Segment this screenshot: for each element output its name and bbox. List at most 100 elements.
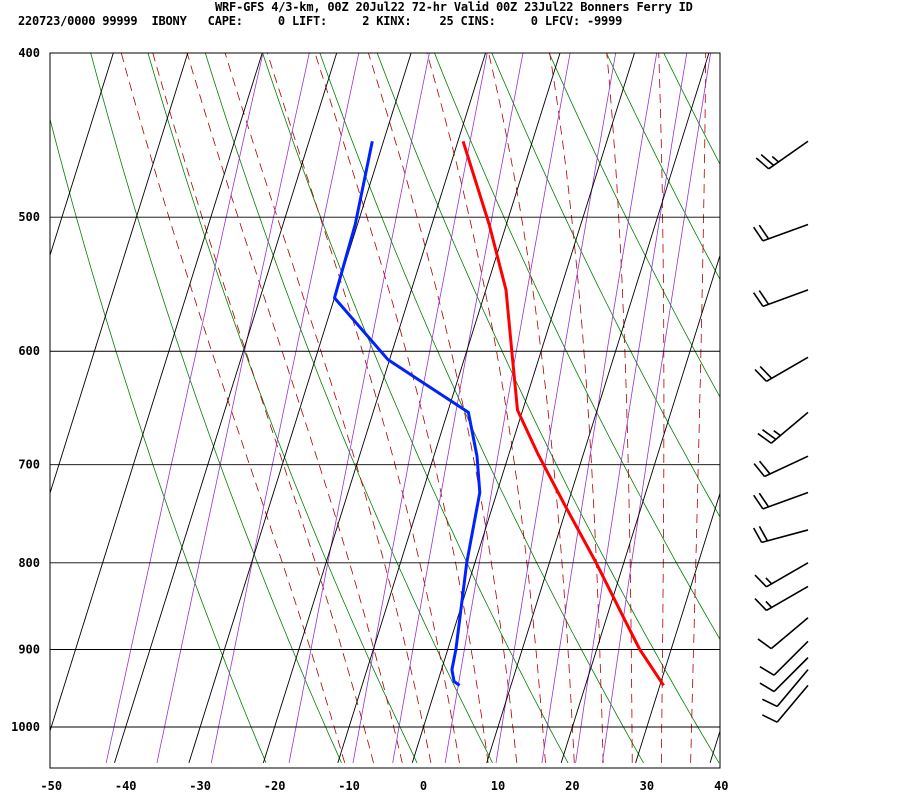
mixing-ratio-line — [392, 53, 524, 763]
wind-barb-shaft — [776, 669, 809, 707]
isotherm — [50, 53, 114, 257]
wind-barb-feather — [753, 226, 764, 242]
mixing-ratio-line — [541, 53, 658, 763]
isotherm — [337, 53, 561, 764]
wind-barb — [753, 491, 809, 510]
wind-barb-feather — [758, 492, 770, 508]
wind-barb — [754, 356, 809, 383]
wind-barb-shaft — [770, 411, 809, 444]
wind-barb-feather — [755, 157, 770, 170]
temperature-axis: -50 -40 -30 -20 -10 0 10 20 30 40 — [40, 779, 728, 793]
wind-barb-feather — [754, 597, 768, 611]
dry-adiabat — [50, 117, 267, 764]
wind-barb — [753, 223, 809, 242]
wind-barb-feather — [758, 290, 770, 305]
temperature-tick-label: 10 — [491, 779, 505, 793]
wind-barb — [754, 562, 809, 588]
mixing-ratio-line — [210, 53, 360, 763]
plot-frame — [49, 52, 721, 769]
moist-adiabat — [152, 53, 374, 763]
wind-barb-half-feather — [773, 430, 781, 437]
dry-adiabat — [319, 53, 644, 764]
moist-adiabat — [120, 53, 346, 764]
pressure-tick-label: 600 — [18, 344, 40, 358]
dry-adiabat — [491, 53, 720, 518]
wind-barb — [754, 585, 809, 612]
wind-barb — [759, 657, 809, 693]
wind-barb-shaft — [768, 140, 809, 170]
moist-adiabat — [488, 53, 575, 763]
wind-barb-feather — [754, 368, 768, 382]
wind-barb-feather — [753, 494, 764, 510]
isotherm — [50, 53, 263, 733]
temperature-tick-label: 20 — [565, 779, 579, 793]
sounding-traces — [333, 140, 665, 687]
dewpoint-trace — [333, 140, 482, 687]
wind-barb-feather — [754, 574, 768, 588]
moist-adiabat — [266, 53, 460, 763]
isotherm — [560, 253, 720, 764]
wind-barb-half-feather — [765, 600, 773, 608]
dry-adiabat — [90, 53, 342, 764]
wind-barb — [761, 684, 809, 723]
mixing-ratio-line — [495, 53, 617, 763]
dry-adiabat — [147, 53, 418, 764]
pressure-tick-label: 1000 — [11, 720, 40, 734]
dry-adiabat — [262, 53, 569, 764]
wind-barb-half-feather — [771, 155, 780, 163]
wind-barb-shaft — [764, 455, 809, 478]
mixing-ratio-line — [105, 53, 264, 763]
wind-barb — [753, 455, 809, 478]
pressure-axis: 400 500 600 700 800 900 1000 — [11, 46, 40, 734]
wind-barb — [752, 526, 809, 544]
mixing-ratio-line — [352, 53, 488, 763]
moist-adiabat — [186, 53, 403, 763]
dry-adiabat — [605, 53, 720, 281]
stability-indices: 220723/0000 99999 IBONY CAPE: 0 LIFT: 2 … — [18, 14, 623, 28]
isotherm — [411, 53, 635, 764]
wind-barb-feather — [762, 429, 777, 441]
wind-barb-shaft — [766, 562, 809, 588]
temperature-tick-label: 40 — [714, 779, 728, 793]
wind-barb-feather — [757, 638, 772, 650]
mixing-ratio-line — [444, 53, 571, 763]
wind-barb-feather — [759, 365, 773, 379]
wind-barb-shaft — [773, 640, 809, 676]
temperature-tick-label: 0 — [420, 779, 427, 793]
wind-barb-feather — [761, 714, 778, 723]
mixing-ratio-line — [575, 53, 688, 763]
wind-barb-feather — [758, 224, 770, 240]
wind-barb-shaft — [762, 223, 809, 242]
wind-barb-feather — [760, 153, 775, 166]
wind-barb-shaft — [762, 289, 809, 308]
wind-barb-feather — [758, 460, 771, 475]
isotherm — [50, 53, 189, 495]
pressure-tick-label: 900 — [18, 642, 40, 656]
wind-barb-shaft — [770, 617, 809, 650]
wind-barb-feather — [759, 666, 775, 676]
thermo-lines — [50, 53, 720, 764]
wind-barb — [757, 617, 809, 650]
moist-adiabat — [606, 53, 633, 763]
temperature-tick-label: -40 — [115, 779, 137, 793]
wind-barb-shaft — [762, 491, 809, 510]
dry-adiabat — [434, 53, 720, 641]
moist-adiabat — [658, 53, 665, 763]
isotherm — [709, 729, 720, 764]
grid — [50, 53, 720, 764]
pressure-tick-label: 400 — [18, 46, 40, 60]
isotherm — [486, 53, 710, 764]
temperature-tick-label: -50 — [40, 779, 62, 793]
wind-barb-feather — [758, 526, 769, 542]
mixing-ratio-line — [288, 53, 430, 763]
wind-barb-feather — [753, 463, 766, 477]
moist-adiabat — [549, 53, 604, 763]
wind-barb-shaft — [761, 529, 809, 544]
wind-barb-feather — [753, 292, 764, 307]
wind-barb — [761, 669, 809, 708]
moist-adiabat — [690, 53, 707, 763]
pressure-tick-label: 500 — [18, 210, 40, 224]
wind-barbs — [752, 140, 809, 723]
isotherm — [114, 53, 338, 764]
temperature-trace — [461, 140, 665, 687]
